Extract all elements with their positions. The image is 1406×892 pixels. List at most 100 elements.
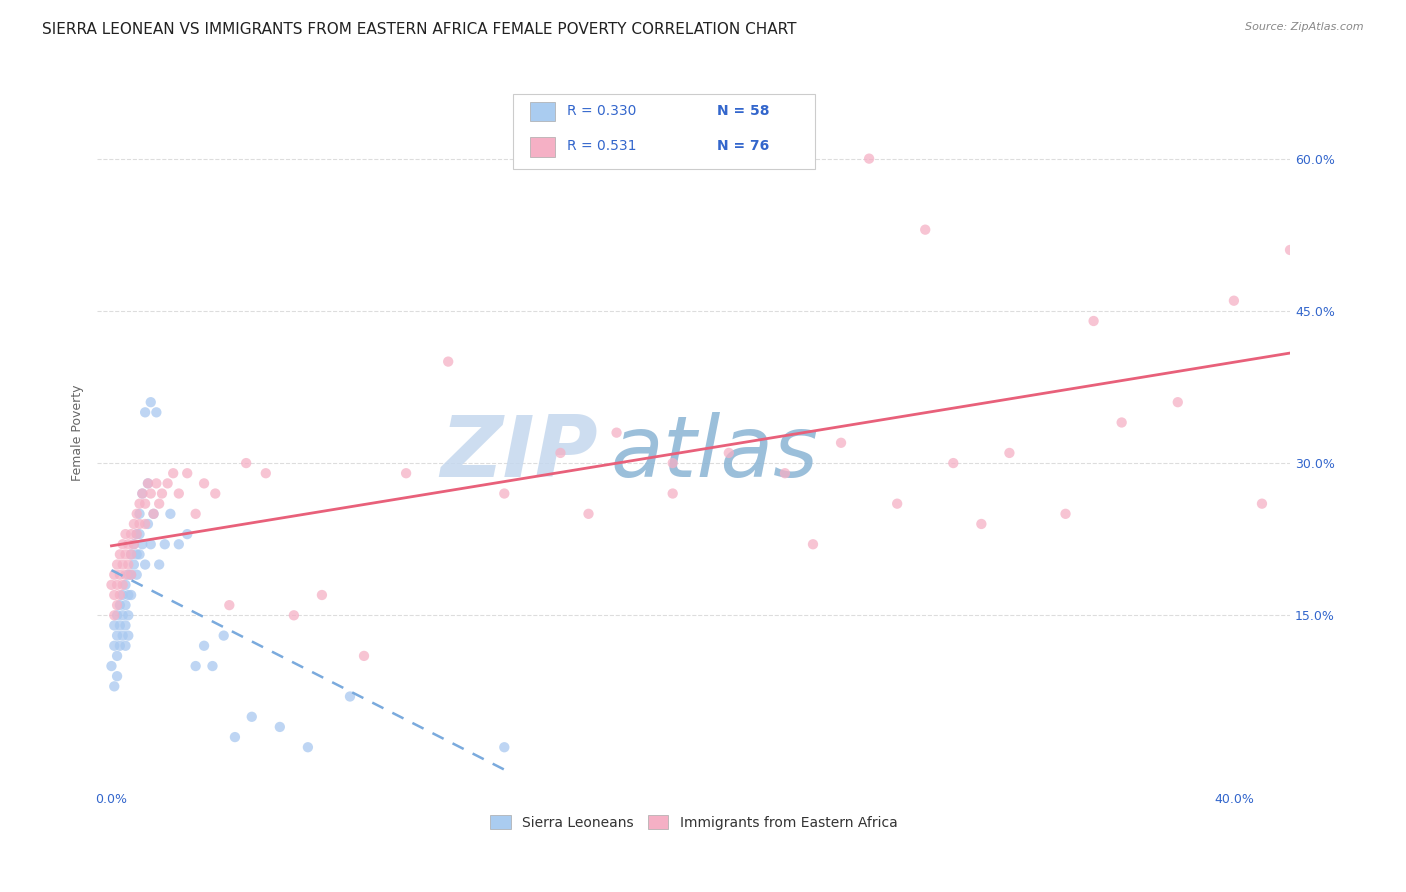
Point [139,486,162,500]
Point [117,537,139,551]
Point [153,537,176,551]
Point [159,507,181,521]
Point [128,548,150,562]
Point [1334,354,1357,368]
Point [167,537,190,551]
Point [550,446,572,460]
Point [661,456,683,470]
Point [353,648,375,663]
Text: ZIP: ZIP [440,412,599,495]
Point [105,558,128,572]
Point [108,598,131,612]
Point [134,558,156,572]
Point [114,598,136,612]
Point [148,558,170,572]
Point [858,152,880,166]
Point [131,537,153,551]
Point [108,618,131,632]
Point [108,567,131,582]
Point [125,567,148,582]
Point [773,467,796,481]
Point [117,608,139,623]
Point [1306,192,1329,206]
Point [395,467,418,481]
Point [105,608,128,623]
Point [136,476,159,491]
Point [801,537,824,551]
Point [1167,395,1189,409]
Point [148,497,170,511]
Point [150,486,173,500]
Point [120,527,142,541]
Point [103,618,125,632]
Point [125,527,148,541]
Point [120,548,142,562]
Point [111,588,134,602]
Point [108,588,131,602]
Point [125,507,148,521]
Point [114,527,136,541]
Point [117,588,139,602]
Point [122,537,145,551]
Point [184,659,207,673]
Point [105,648,128,663]
Point [122,558,145,572]
Point [120,567,142,582]
Point [297,740,319,755]
Point [437,354,460,368]
Point [156,476,179,491]
Point [111,578,134,592]
Text: atlas: atlas [610,412,818,495]
Point [103,639,125,653]
Point [117,629,139,643]
Point [494,740,516,755]
Text: SIERRA LEONEAN VS IMMIGRANTS FROM EASTERN AFRICA FEMALE POVERTY CORRELATION CHAR: SIERRA LEONEAN VS IMMIGRANTS FROM EASTER… [42,22,797,37]
Point [100,659,122,673]
Point [120,588,142,602]
Text: N = 76: N = 76 [717,139,769,153]
Point [942,456,965,470]
Point [970,516,993,531]
Point [606,425,628,440]
Text: Source: ZipAtlas.com: Source: ZipAtlas.com [1246,22,1364,32]
Point [204,486,226,500]
Point [1223,293,1246,308]
Point [108,639,131,653]
Point [1083,314,1105,328]
Point [998,446,1021,460]
Point [134,497,156,511]
Point [142,507,165,521]
Point [103,567,125,582]
Point [142,507,165,521]
Point [1054,507,1077,521]
Point [1279,243,1302,257]
Point [114,567,136,582]
Point [103,679,125,693]
Point [578,507,600,521]
Point [176,527,198,541]
Point [218,598,240,612]
Point [283,608,305,623]
Point [136,476,159,491]
Point [176,467,198,481]
Point [134,516,156,531]
Point [212,629,235,643]
Point [145,476,167,491]
Point [103,588,125,602]
Point [128,497,150,511]
Point [311,588,333,602]
Point [128,527,150,541]
Point [117,558,139,572]
Point [235,456,257,470]
Point [162,467,184,481]
Point [122,537,145,551]
Point [139,395,162,409]
Point [108,548,131,562]
Point [224,730,246,744]
Text: N = 58: N = 58 [717,103,769,118]
Point [193,639,215,653]
Point [111,537,134,551]
Point [494,486,516,500]
Point [111,608,134,623]
Point [105,598,128,612]
